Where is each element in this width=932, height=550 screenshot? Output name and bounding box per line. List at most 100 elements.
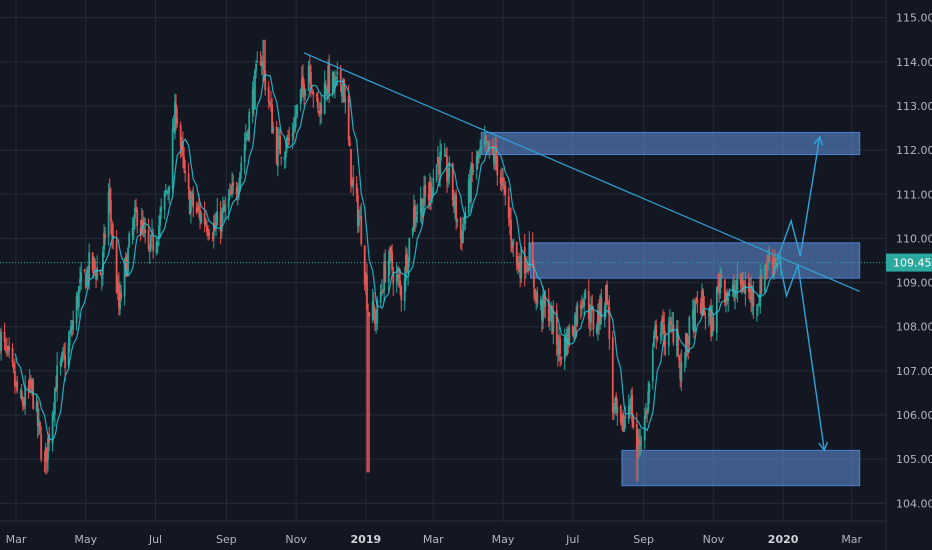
candle-body-up — [286, 137, 288, 150]
candle-body-down — [536, 293, 539, 304]
candle-body-down — [534, 288, 536, 301]
candle-body-down — [64, 355, 67, 368]
candle-body-up — [155, 242, 158, 253]
candle-body-up — [614, 398, 616, 402]
candle-body-down — [496, 155, 499, 176]
candle-body-down — [704, 317, 707, 319]
candle-body-up — [731, 284, 734, 292]
candle-body-down — [347, 96, 350, 141]
candle-body-up — [53, 388, 56, 415]
candle-body-down — [109, 200, 112, 222]
candle-body-up — [150, 234, 152, 249]
candle-body-down — [635, 423, 638, 451]
candle-body-up — [75, 296, 78, 324]
candle-body-up — [156, 241, 159, 246]
candle-body-down — [615, 396, 618, 412]
candle-body-up — [535, 291, 538, 299]
candle-body-up — [7, 347, 9, 349]
candle-body-down — [399, 280, 402, 286]
candle-body-up — [47, 437, 49, 460]
moving-average-path — [14, 73, 781, 441]
candle-body-up — [651, 349, 654, 382]
y-tick-label: 112.000 — [896, 144, 932, 157]
candle-body-down — [292, 129, 295, 132]
candle-body-up — [558, 339, 560, 356]
candle-body-down — [95, 270, 97, 280]
candle-body-up — [166, 190, 168, 194]
candle-body-down — [487, 140, 490, 151]
candle-body-down — [567, 330, 570, 345]
candle-body-up — [204, 223, 207, 225]
candle-body-down — [622, 413, 624, 432]
y-tick-label: 106.000 — [896, 409, 932, 422]
candle-body-up — [623, 418, 626, 432]
candle-body-down — [125, 258, 128, 277]
candle-body-down — [230, 190, 232, 195]
candle-body-down — [452, 200, 455, 206]
candle-body-down — [712, 317, 715, 332]
candle-body-up — [80, 271, 83, 282]
candle-body-up — [163, 191, 166, 210]
candle-body-up — [680, 362, 683, 382]
candle-body-up — [128, 233, 131, 247]
candle-body-up — [595, 326, 598, 333]
candle-body-up — [52, 411, 55, 413]
x-tick-label: Sep — [216, 533, 237, 546]
candle-body-down — [40, 434, 43, 460]
candle-body-up — [728, 293, 731, 297]
candle-body-down — [147, 230, 150, 250]
candle-body-down — [16, 381, 19, 392]
candle-body-down — [267, 86, 270, 102]
candle-body-down — [750, 285, 752, 300]
candle-body-up — [488, 142, 491, 151]
candle-body-down — [687, 345, 690, 347]
candle-body-down — [662, 317, 664, 323]
candle-body-up — [164, 190, 167, 192]
candle-body-down — [491, 145, 494, 153]
candle-body-up — [69, 326, 72, 334]
candle-body-down — [638, 438, 640, 446]
x-tick-label: Mar — [841, 533, 862, 546]
candle-body-up — [51, 413, 54, 445]
candle-body-up — [419, 198, 422, 213]
candle-body-up — [296, 104, 299, 115]
candle-body-up — [661, 320, 663, 332]
candle-body-down — [696, 299, 699, 303]
candle-body-up — [216, 211, 219, 226]
candle-body-down — [631, 395, 634, 422]
price-axis[interactable]: 104.000 105.000 106.000 107.000 108.000 109.0… — [896, 12, 932, 511]
candle-body-down — [43, 459, 46, 461]
candle-body-up — [212, 225, 215, 239]
candle-body-down — [320, 104, 323, 115]
candle-body-up — [539, 299, 542, 306]
candle-body-up — [61, 351, 64, 355]
price-zone — [529, 242, 861, 279]
supply-demand-zones — [480, 131, 861, 487]
candle-body-down — [390, 247, 392, 255]
candle-body-down — [182, 141, 184, 155]
candle-body-up — [599, 295, 602, 324]
candle-body-down — [720, 274, 723, 278]
candle-body-down — [71, 328, 73, 331]
candle-body-down — [363, 245, 366, 285]
candle-body-down — [571, 326, 574, 335]
candle-body-down — [739, 273, 742, 285]
candle-body-up — [648, 383, 651, 393]
time-axis[interactable]: Mar May Jul Sep Nov 2019 Mar May Jul Sep Nov 2020 Ma… — [6, 533, 863, 546]
candle-body-down — [656, 337, 659, 339]
candle-body-up — [248, 112, 251, 141]
candle-body-down — [264, 70, 267, 90]
candle-body-up — [283, 156, 286, 161]
candle-body-down — [275, 126, 278, 164]
candle-body-down — [564, 335, 567, 356]
candle-body-up — [675, 328, 678, 346]
candle-body-up — [246, 132, 248, 137]
candle-body-up — [215, 223, 217, 229]
candle-body-down — [760, 275, 763, 294]
candle-body-up — [524, 268, 527, 274]
candle-body-up — [659, 332, 662, 338]
candle-body-down — [318, 110, 320, 114]
candle-body-down — [32, 380, 35, 409]
candle-body-up — [255, 63, 257, 72]
